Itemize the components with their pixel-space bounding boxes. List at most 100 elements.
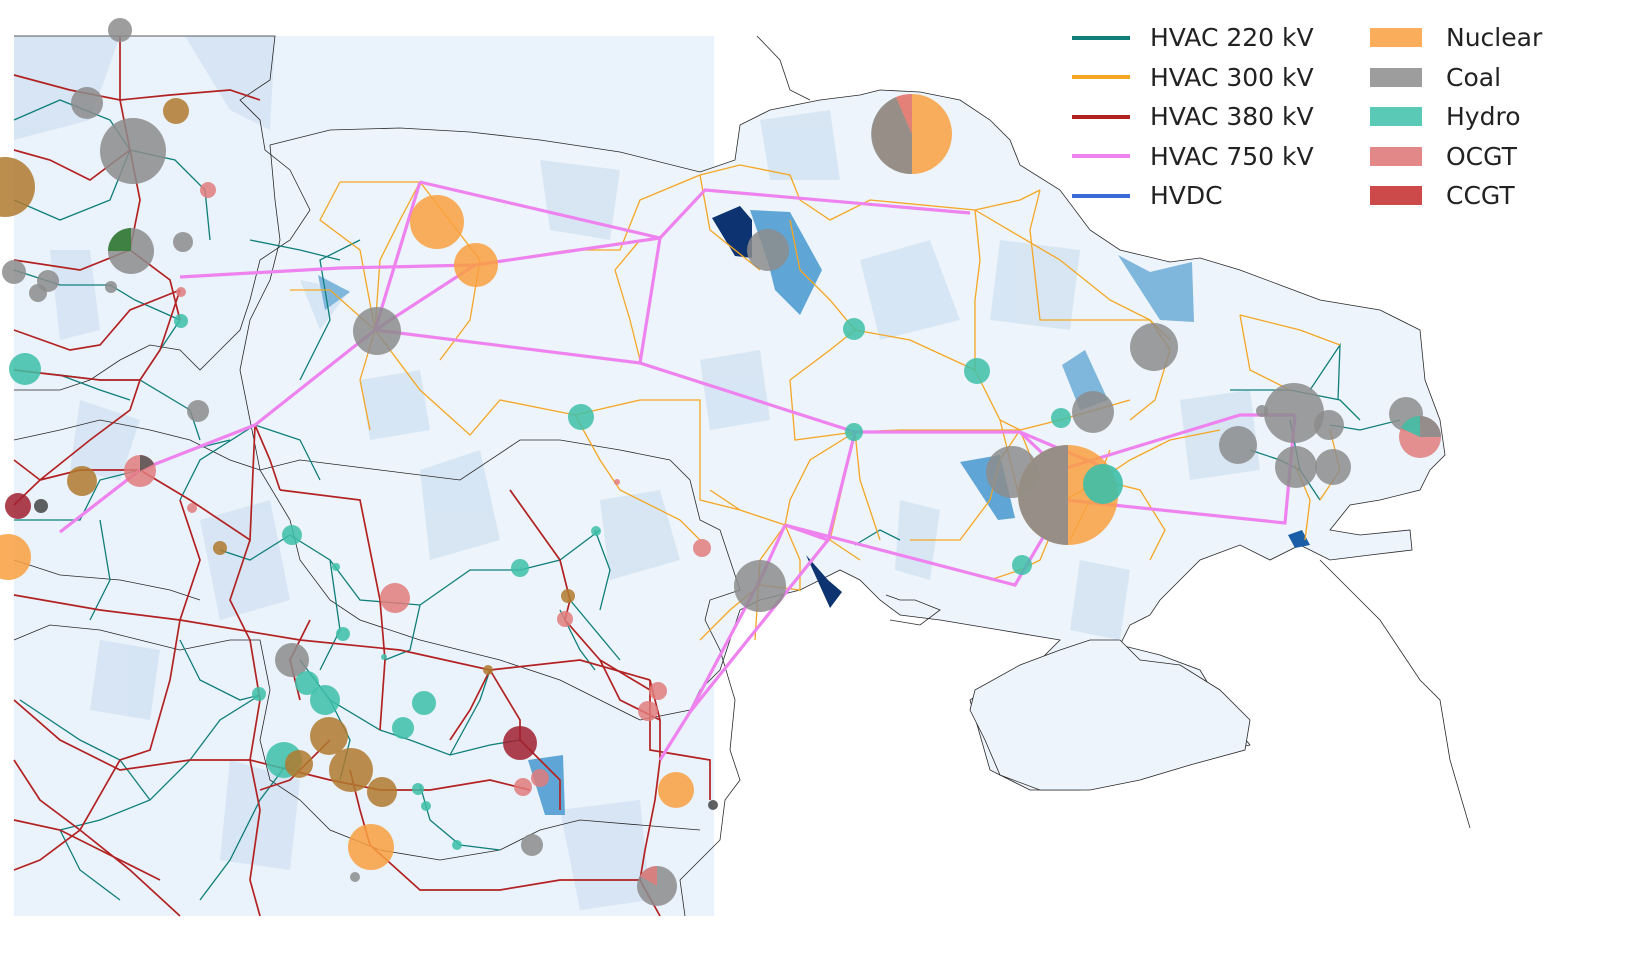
generator-mixed: [67, 466, 97, 496]
generator-hydro: [964, 358, 990, 384]
generator-coal: [1315, 449, 1351, 485]
legend-color-patch: [1370, 146, 1422, 166]
generator-ccgt: [5, 493, 31, 519]
legend-color-patch: [1370, 107, 1422, 127]
generator-ocgt: [200, 182, 216, 198]
generator-hydro: [845, 423, 863, 441]
generator-coal: [747, 229, 789, 271]
generator-hydro: [332, 563, 340, 571]
generator-coal: [71, 87, 103, 119]
legend-color-patch: [1370, 67, 1422, 87]
generator-hydro: [310, 685, 340, 715]
generator-ocgt: [187, 503, 197, 513]
generator-nuclear: [348, 824, 394, 870]
generator-ocgt: [557, 611, 573, 627]
generator-hydro: [282, 525, 302, 545]
generator-ocgt: [638, 701, 658, 721]
generator-coal: [353, 307, 401, 355]
storage-patch: [806, 555, 842, 608]
legend-label: Coal: [1446, 62, 1502, 92]
generator-coal: [1130, 323, 1178, 371]
crimea: [969, 639, 1251, 791]
legend-label: Nuclear: [1446, 23, 1543, 53]
legend-label: HVAC 380 kV: [1150, 102, 1314, 132]
legend-color-patch: [1370, 28, 1422, 48]
generator-hydro: [1051, 408, 1071, 428]
generator-ocgt: [514, 778, 532, 796]
legend-label: Hydro: [1446, 102, 1521, 132]
legend-label: HVAC 300 kV: [1150, 62, 1314, 92]
legend-label: OCGT: [1446, 141, 1517, 171]
legend-item-hydro: Hydro: [1370, 97, 1542, 137]
generator-hydro: [336, 627, 350, 641]
generator-coal: [1264, 383, 1324, 443]
generator-ocgt: [614, 479, 620, 485]
generator-coal: [350, 872, 360, 882]
generator-coal: [100, 118, 166, 184]
generator-coal-slice: [871, 97, 912, 175]
generator-ocgt: [176, 287, 186, 297]
legend-item-nuclear: Nuclear: [1370, 18, 1542, 58]
generator-oil: [34, 499, 48, 513]
generator-coal: [2, 260, 26, 284]
generator-coal: [1314, 410, 1344, 440]
legend-item-ccgt: CCGT: [1370, 176, 1542, 216]
legend-lines-column: HVAC 220 kV HVAC 300 kV HVAC 380 kV HVAC…: [1072, 18, 1314, 216]
legend-line-swatch: [1072, 35, 1130, 40]
generator-ocgt: [693, 539, 711, 557]
legend-color-patch: [1370, 186, 1422, 206]
legend-line-swatch: [1072, 114, 1130, 119]
generator-mixed: [367, 777, 397, 807]
generator-ocgt: [649, 682, 667, 700]
generator-nuclear: [410, 195, 464, 249]
generator-hydro: [591, 526, 601, 536]
legend-line-swatch: [1072, 154, 1130, 159]
generator-ocgt: [531, 769, 549, 787]
generator-mixed: [561, 589, 575, 603]
storage-patch: [712, 206, 752, 258]
generator-nuclear: [658, 772, 694, 808]
generator-coal: [187, 400, 209, 422]
generator-coal: [173, 232, 193, 252]
generator-hydro: [568, 404, 594, 430]
generator-mixed: [329, 748, 373, 792]
generator-hydro: [174, 314, 188, 328]
generator-coal: [1219, 426, 1257, 464]
generator-ocgt: [380, 583, 410, 613]
generator-hydro: [252, 687, 266, 701]
generator-coal: [1072, 391, 1114, 433]
generator-coal: [105, 281, 117, 293]
generator-nuclear: [0, 534, 31, 580]
legend-item-hvac-300: HVAC 300 kV: [1072, 58, 1314, 98]
generation-circles: [0, 18, 1441, 906]
generator-mixed: [483, 665, 493, 675]
generator-coal: [734, 560, 786, 612]
generator-mixed: [213, 541, 227, 555]
generator-coal: [275, 643, 309, 677]
generator-hydro: [9, 353, 41, 385]
storage-patch: [1118, 255, 1194, 322]
generator-nuclear: [454, 243, 498, 287]
storage-patch: [1288, 530, 1310, 548]
generator-ccgt: [503, 726, 537, 760]
generator-coal: [1256, 405, 1268, 417]
legend-item-ocgt: OCGT: [1370, 137, 1542, 177]
storage-patch: [318, 275, 350, 310]
generator-hydro: [843, 318, 865, 340]
generator-coal: [1275, 446, 1317, 488]
map-legend: HVAC 220 kV HVAC 300 kV HVAC 380 kV HVAC…: [1072, 18, 1610, 218]
generator-ocgt-slice: [640, 866, 657, 886]
legend-item-hvac-380: HVAC 380 kV: [1072, 97, 1314, 137]
generator-hydro: [381, 654, 387, 660]
generator-coal: [108, 18, 132, 42]
legend-label: HVAC 220 kV: [1150, 23, 1314, 53]
generator-coal-slice: [1018, 445, 1068, 545]
legend-item-hvac-220: HVAC 220 kV: [1072, 18, 1314, 58]
generator-oil: [708, 800, 718, 810]
country-borders: [13, 35, 1471, 917]
generator-hydro: [412, 783, 424, 795]
generator-coal: [521, 834, 543, 856]
legend-line-swatch: [1072, 193, 1130, 198]
generator-hydro: [295, 671, 319, 695]
